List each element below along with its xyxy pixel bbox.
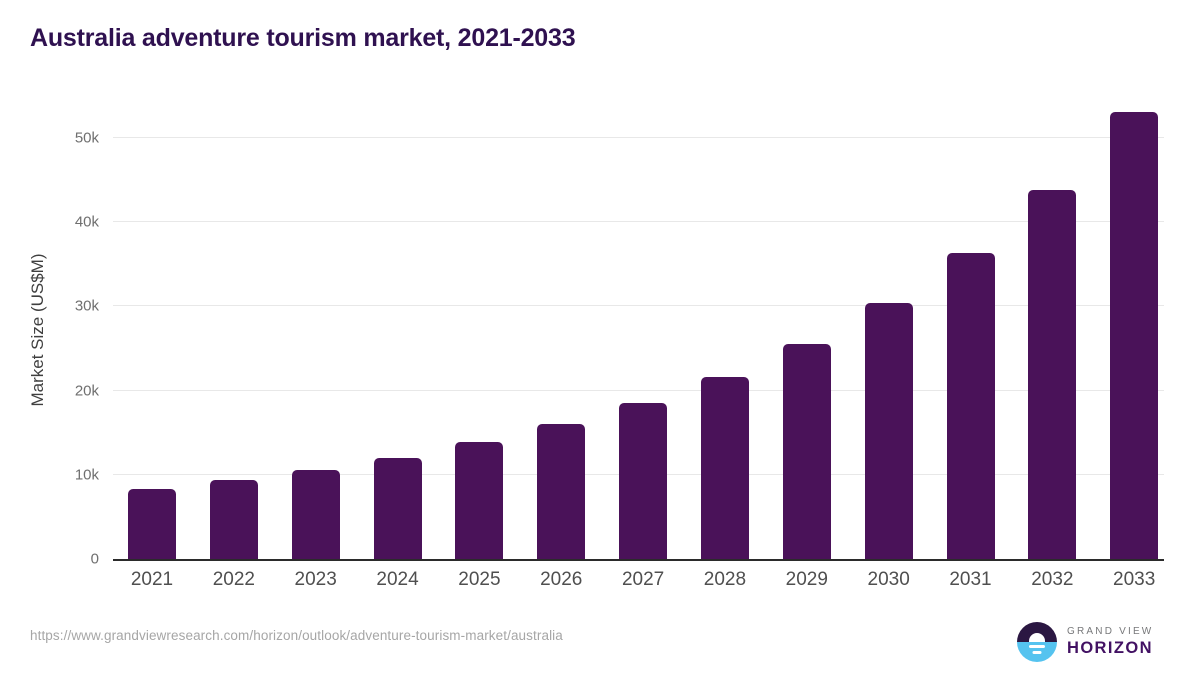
wave-line-icon: [1029, 645, 1045, 648]
x-tick-label-2029: 2029: [785, 569, 828, 590]
bar-2031[interactable]: [946, 253, 995, 559]
x-tick-label-2021: 2021: [130, 569, 174, 590]
chart-title: Australia adventure tourism market, 2021…: [30, 24, 576, 52]
logo-brand-line1: GRAND VIEW: [1067, 626, 1154, 638]
bar-2021[interactable]: [128, 489, 176, 559]
gridline-20k: [113, 389, 1164, 391]
wave-line-icon: [1032, 651, 1042, 654]
x-tick-label-2032: 2032: [1031, 569, 1074, 590]
logo-text: GRAND VIEW HORIZON: [1067, 627, 1153, 657]
gridline-30k: [113, 305, 1164, 307]
gridline-50k: [113, 136, 1164, 138]
x-tick-label-2028: 2028: [703, 569, 747, 590]
bar-2028[interactable]: [700, 377, 749, 559]
bar-2032[interactable]: [1028, 190, 1077, 559]
bar-2025[interactable]: [455, 441, 504, 559]
bar-2022[interactable]: [209, 479, 258, 559]
y-tick-label-50k: 50k: [74, 129, 99, 147]
bar-2023[interactable]: [291, 469, 340, 559]
y-tick-label-0: 0: [90, 550, 99, 568]
x-tick-label-2022: 2022: [212, 569, 255, 590]
bar-2033[interactable]: [1110, 111, 1159, 559]
y-axis-title-wrap: Market Size (US$M): [28, 0, 48, 675]
source-url: https://www.grandviewresearch.com/horizo…: [30, 628, 563, 643]
x-tick-label-2031: 2031: [949, 569, 992, 590]
x-tick-label-2024: 2024: [376, 569, 419, 590]
bar-2030[interactable]: [864, 302, 913, 559]
x-tick-label-2025: 2025: [458, 569, 501, 590]
bar-2027[interactable]: [619, 403, 668, 559]
plot-area: 0 10k 20k 30k 40k 50k 2021 2022 2023 2024 2025 2026…: [75, 100, 1164, 590]
y-tick-label-10k: 10k: [74, 466, 99, 484]
bar-2029[interactable]: [782, 344, 831, 559]
logo-brand-line2: HORIZON: [1067, 639, 1153, 658]
y-tick-label-40k: 40k: [74, 213, 99, 231]
x-tick-label-2026: 2026: [540, 569, 583, 590]
x-tick-label-2027: 2027: [621, 569, 665, 590]
sun-icon: [1029, 633, 1045, 642]
gridline-40k: [113, 221, 1164, 223]
horizon-sunrise-icon: [1017, 622, 1057, 662]
bar-2024[interactable]: [373, 457, 422, 559]
x-tick-label-2033: 2033: [1113, 569, 1156, 590]
x-tick-label-2023: 2023: [294, 569, 337, 590]
bar-2026[interactable]: [537, 424, 586, 559]
grand-view-horizon-logo: GRAND VIEW HORIZON: [1017, 620, 1153, 664]
x-tick-label-2030: 2030: [867, 569, 910, 590]
y-tick-label-20k: 20k: [74, 382, 99, 400]
y-tick-label-30k: 30k: [74, 297, 99, 315]
